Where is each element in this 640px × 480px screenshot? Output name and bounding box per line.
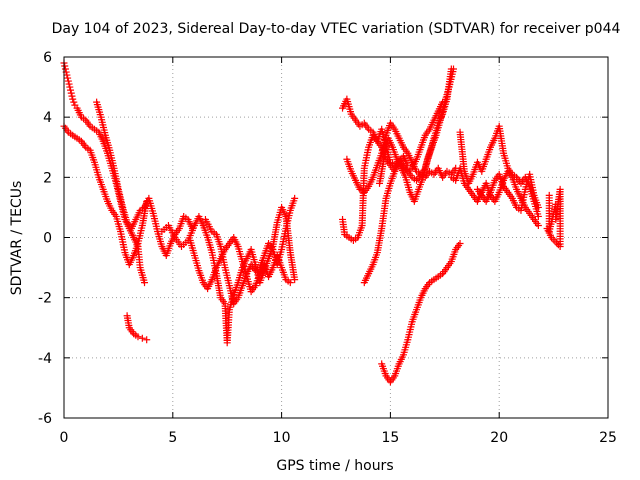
y-tick-label: -6	[38, 411, 52, 427]
y-tick-label: 4	[43, 110, 52, 126]
data-point	[534, 212, 542, 220]
data-point	[68, 92, 76, 100]
x-tick-label: 10	[273, 430, 291, 446]
data-point	[69, 95, 77, 103]
data-point	[554, 241, 562, 249]
data-point	[65, 80, 73, 88]
y-tick-label: 6	[43, 50, 52, 66]
data-point	[138, 334, 146, 342]
data-point	[66, 83, 74, 91]
x-tick-label: 25	[599, 430, 617, 446]
data-point	[67, 89, 75, 97]
y-tick-label: -4	[38, 351, 52, 367]
y-tick-label: -2	[38, 291, 52, 307]
data-point	[64, 74, 72, 82]
y-tick-label: 2	[43, 170, 52, 186]
data-point	[553, 239, 561, 247]
data-point	[143, 336, 151, 344]
data-point	[61, 65, 69, 73]
data-point	[450, 65, 458, 73]
data-point	[67, 86, 75, 94]
data-points	[60, 59, 564, 386]
data-point	[70, 98, 78, 106]
data-point	[543, 224, 551, 232]
y-tick-label: 0	[43, 231, 52, 247]
data-point	[291, 194, 299, 202]
data-point	[61, 62, 69, 70]
y-axis-label: SDTVAR / TECUs	[9, 181, 25, 296]
x-tick-label: 15	[381, 430, 399, 446]
axis-ticks	[63, 56, 609, 419]
x-tick-label: 20	[490, 430, 508, 446]
data-point	[141, 279, 149, 287]
data-point	[291, 276, 299, 284]
grid-lines	[64, 57, 608, 418]
data-point	[286, 279, 294, 287]
data-point	[456, 240, 464, 248]
data-point	[134, 333, 142, 341]
x-tick-label: 0	[60, 430, 69, 446]
chart-title: Day 104 of 2023, Sidereal Day-to-day VTE…	[52, 21, 621, 37]
data-point	[63, 71, 71, 79]
data-point	[534, 203, 542, 211]
data-point	[64, 77, 72, 85]
x-axis-label: GPS time / hours	[276, 458, 393, 474]
x-tick-label: 5	[168, 430, 177, 446]
tick-labels: 0 5 10 15 20 25 -6 -4 -2 0 2 4 6	[38, 50, 617, 446]
data-point	[534, 221, 542, 229]
